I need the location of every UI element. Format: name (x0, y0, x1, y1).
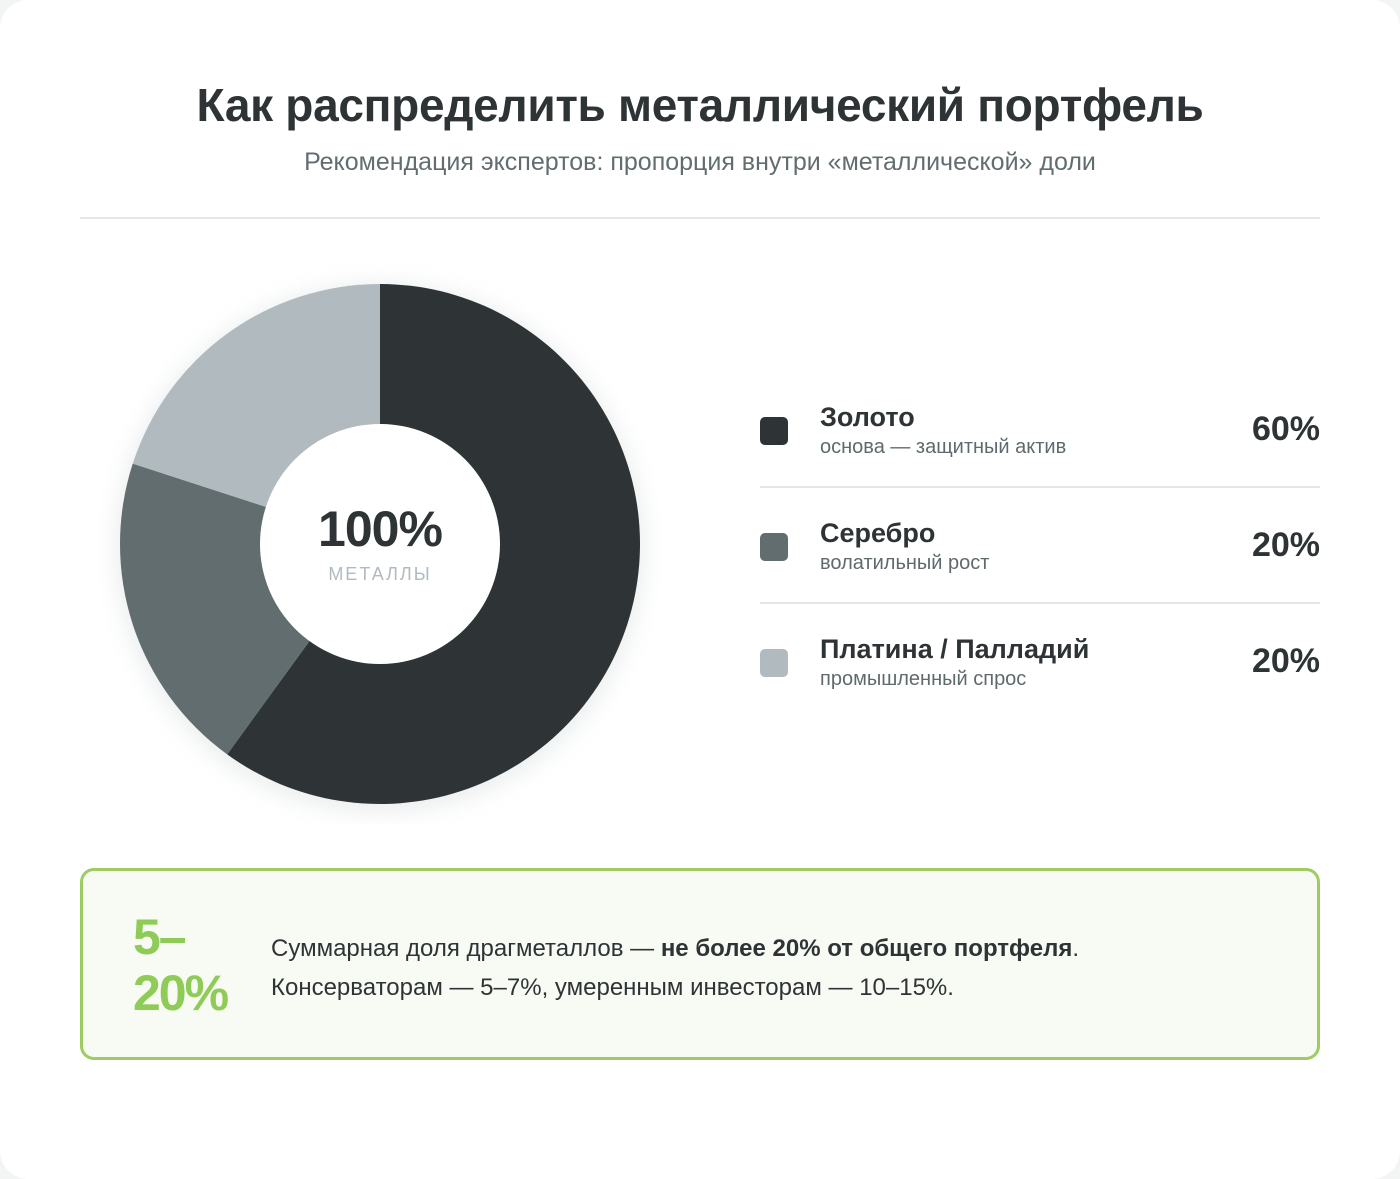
legend-swatch-silver (760, 533, 788, 561)
legend-item-platinum-palladium: Платина / Палладий промышленный спрос 20… (760, 604, 1320, 718)
legend-name: Платина / Палладий (820, 634, 1090, 664)
callout-range-value: 5– 20% (133, 909, 263, 1021)
callout-range-line1: 5– (133, 909, 187, 965)
legend-name: Золото (820, 402, 915, 432)
legend-item-silver: Серебро волатильный рост 20% (760, 488, 1320, 604)
callout-text-part1: Суммарная доля драгметаллов — (271, 935, 661, 962)
legend-swatch-gold (760, 417, 788, 445)
callout-text-line1: Суммарная доля драгметаллов — не более 2… (271, 929, 1281, 968)
legend-value: 20% (1251, 642, 1320, 680)
center-label: МЕТАЛЛЫ (328, 564, 432, 584)
donut-chart-svg (114, 282, 646, 814)
callout-text-bold: не более 20% от общего портфеля (660, 935, 1073, 962)
callout-text-part2: . (1072, 935, 1079, 962)
legend-swatch-platinum-palladium (760, 649, 788, 677)
donut-chart: 100% МЕТАЛЛЫ (100, 264, 660, 824)
legend-value: 60% (1251, 410, 1320, 448)
page-title: Как распределить металлический портфель (196, 79, 1204, 131)
center-value: 100% (318, 501, 443, 557)
legend-description: промышленный спрос (820, 668, 1027, 690)
chart-legend: Золото основа — защитный актив 60% Сереб… (760, 372, 1320, 718)
callout-range-line2: 20% (133, 965, 229, 1021)
legend-description: основа — защитный актив (820, 436, 1067, 458)
legend-name: Серебро (820, 518, 936, 548)
page-subtitle: Рекомендация экспертов: пропорция внутри… (304, 148, 1096, 176)
header-divider (80, 217, 1320, 219)
legend-description: волатильный рост (820, 552, 990, 574)
summary-callout: 5– 20% Суммарная доля драгметаллов — не … (80, 868, 1320, 1060)
legend-item-gold: Золото основа — защитный актив 60% (760, 372, 1320, 488)
callout-text: Суммарная доля драгметаллов — не более 2… (271, 929, 1281, 1007)
callout-text-line2: Консерваторам — 5–7%, умеренным инвестор… (271, 974, 954, 1001)
legend-value: 20% (1251, 526, 1320, 564)
donut-hole (260, 424, 500, 664)
